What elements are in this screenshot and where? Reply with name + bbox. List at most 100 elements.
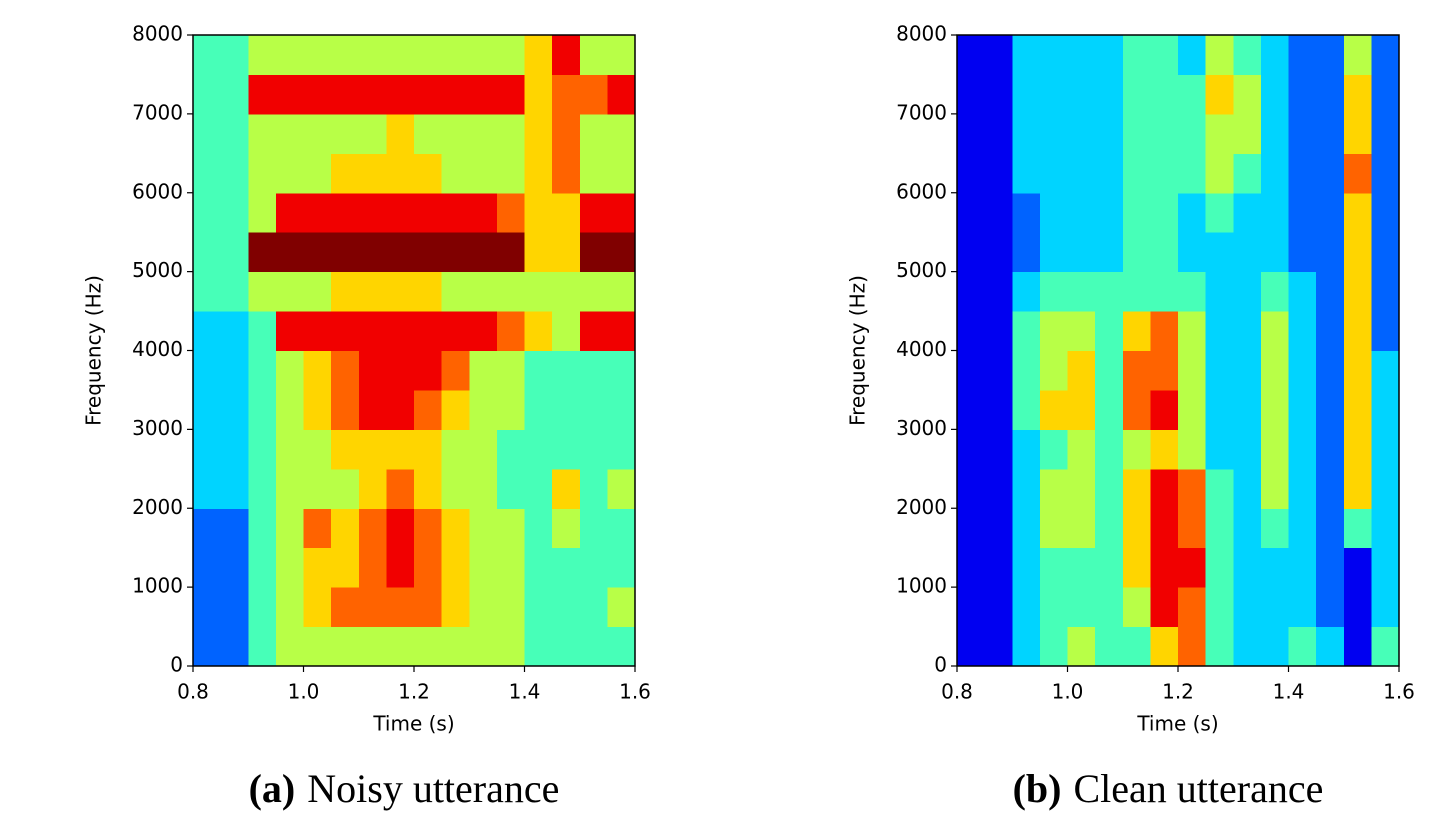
cell: [984, 468, 1013, 509]
cell: [441, 508, 470, 549]
cell: [984, 74, 1013, 115]
cell: [358, 350, 387, 391]
y-tick-label: 1000: [896, 574, 947, 598]
cell: [331, 547, 360, 588]
cell: [331, 389, 360, 430]
cell: [1260, 508, 1289, 549]
cell: [1343, 587, 1372, 628]
cell: [1316, 153, 1345, 194]
cell: [1316, 271, 1345, 312]
cell: [552, 468, 581, 509]
cell: [1288, 547, 1317, 588]
cell: [1233, 232, 1262, 273]
cell: [248, 74, 277, 115]
cell: [248, 626, 277, 667]
cell: [579, 311, 608, 351]
cell: [358, 192, 387, 233]
cell: [1343, 153, 1372, 194]
cell: [441, 547, 470, 588]
cell: [1371, 232, 1400, 273]
cell: [248, 508, 277, 549]
cell: [1316, 74, 1345, 115]
cell: [1095, 192, 1124, 233]
cell: [469, 587, 498, 628]
cell: [524, 113, 553, 154]
cell: [248, 311, 277, 351]
cell: [386, 389, 415, 430]
cell: [1039, 74, 1068, 115]
x-axis-label: Time (s): [1136, 712, 1218, 736]
cell: [331, 311, 360, 351]
cell: [1150, 389, 1179, 430]
cell: [193, 232, 222, 273]
cell: [386, 508, 415, 549]
cell: [1150, 74, 1179, 115]
cell: [331, 74, 360, 115]
cell: [1371, 311, 1400, 351]
cell: [984, 311, 1013, 351]
cell: [1343, 350, 1372, 391]
y-tick-label: 1000: [132, 574, 183, 598]
cell: [1012, 508, 1041, 549]
cell: [275, 350, 304, 391]
cell: [248, 232, 277, 273]
cell: [1205, 389, 1234, 430]
cell: [193, 311, 222, 351]
x-tick-label: 1.0: [288, 680, 320, 704]
cell: [358, 74, 387, 115]
cell: [496, 587, 525, 628]
y-tick-label: 0: [934, 653, 947, 677]
cell: [220, 271, 249, 312]
cell: [984, 508, 1013, 549]
cell: [441, 271, 470, 312]
cell: [1371, 350, 1400, 391]
cell: [579, 271, 608, 312]
cell: [386, 35, 415, 75]
cell: [1233, 192, 1262, 233]
cell: [1122, 113, 1151, 154]
cell: [358, 389, 387, 430]
cell: [1316, 35, 1345, 75]
cell: [1233, 271, 1262, 312]
cell: [1288, 429, 1317, 470]
cell: [496, 547, 525, 588]
cell: [1178, 271, 1207, 312]
x-tick-label: 1.4: [509, 680, 541, 704]
cell: [524, 311, 553, 351]
cell: [469, 350, 498, 391]
cell: [1095, 587, 1124, 628]
cell: [552, 389, 581, 430]
cell: [1012, 192, 1041, 233]
cell: [220, 389, 249, 430]
cell: [1178, 74, 1207, 115]
cell: [1067, 311, 1096, 351]
cell: [414, 311, 443, 351]
cell: [607, 350, 636, 391]
cell: [331, 508, 360, 549]
cell: [984, 587, 1013, 628]
cell: [469, 35, 498, 75]
cell: [193, 192, 222, 233]
y-tick-label: 5000: [896, 258, 947, 282]
cell: [984, 232, 1013, 273]
cell: [1288, 389, 1317, 430]
cell: [524, 547, 553, 588]
cell: [1205, 311, 1234, 351]
cell: [303, 35, 332, 75]
cell: [1067, 429, 1096, 470]
cell: [303, 587, 332, 628]
cell: [358, 468, 387, 509]
cell: [220, 74, 249, 115]
cell: [469, 468, 498, 509]
cell: [193, 587, 222, 628]
cell: [220, 508, 249, 549]
cell: [957, 429, 986, 470]
cell: [275, 232, 304, 273]
cell: [957, 350, 986, 391]
cell: [524, 350, 553, 391]
cell: [579, 547, 608, 588]
cell: [1371, 508, 1400, 549]
cell: [1288, 192, 1317, 233]
cell: [1178, 508, 1207, 549]
cell: [220, 468, 249, 509]
